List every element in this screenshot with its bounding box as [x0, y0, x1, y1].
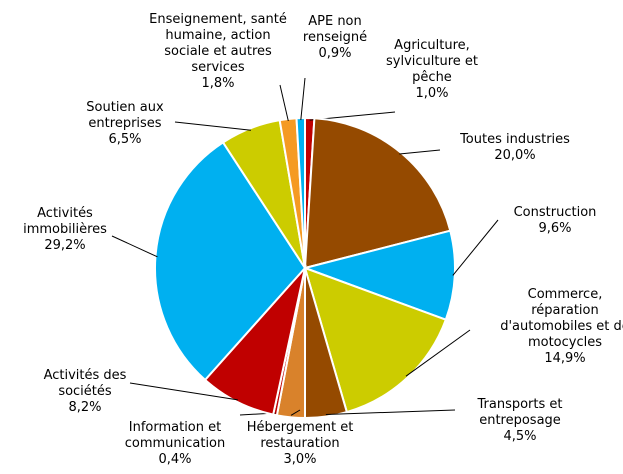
pie-slice — [301, 229, 456, 321]
category-label: Transports et entreposage — [477, 397, 563, 428]
category-label: Construction — [513, 205, 597, 220]
leader-line — [290, 409, 301, 416]
value-label: 8,2% — [68, 400, 102, 415]
category-label: Activités immobilières — [23, 206, 107, 237]
category-label: Soutien aux entreprises — [86, 100, 164, 131]
slice-label: Commerce, réparation d'automobiles et de… — [500, 287, 623, 367]
pie-slice — [154, 140, 307, 382]
pie-slice — [303, 266, 448, 414]
leader-line — [325, 409, 456, 416]
leader-line — [111, 235, 158, 258]
slice-label: Enseignement, santé humaine, action soci… — [148, 12, 288, 92]
slice-label: Transports et entreposage 4,5% — [455, 397, 585, 445]
value-label: 0,9% — [318, 46, 352, 61]
pie-slice — [303, 117, 452, 270]
leader-line — [174, 121, 252, 131]
value-label: 9,6% — [538, 221, 572, 236]
value-label: 29,2% — [44, 238, 86, 253]
value-label: 1,8% — [201, 76, 235, 91]
slice-label: APE non renseigné 0,9% — [285, 14, 385, 62]
category-label: Agriculture, sylviculture et pêche — [385, 38, 478, 85]
slice-label: Activités immobilières 29,2% — [5, 206, 125, 254]
category-label: Activités des sociétés — [43, 368, 127, 399]
slice-label: Toutes industries 20,0% — [440, 132, 590, 164]
slice-label: Hébergement et restauration 3,0% — [235, 420, 365, 468]
slice-label: Construction 9,6% — [495, 205, 615, 237]
value-label: 14,9% — [544, 351, 586, 366]
category-label: Toutes industries — [460, 132, 570, 147]
slice-label: Soutien aux entreprises 6,5% — [65, 100, 185, 148]
leader-line — [405, 329, 471, 377]
leader-line — [399, 149, 441, 155]
category-label: Commerce, réparation d'automobiles et de… — [500, 287, 623, 350]
value-label: 1,0% — [415, 86, 449, 101]
leader-line — [452, 219, 499, 276]
category-label: Information et communication — [124, 420, 226, 451]
value-label: 20,0% — [494, 148, 536, 163]
value-label: 4,5% — [503, 429, 537, 444]
category-label: Hébergement et restauration — [246, 420, 354, 451]
leader-line — [129, 382, 238, 401]
slice-label: Agriculture, sylviculture et pêche 1,0% — [367, 38, 497, 102]
value-label: 0,4% — [158, 452, 192, 467]
slice-label: Activités des sociétés 8,2% — [20, 368, 150, 416]
leader-line — [300, 77, 306, 121]
slice-label: Information et communication 0,4% — [110, 420, 240, 468]
category-label: APE non renseigné — [302, 14, 368, 45]
value-label: 3,0% — [283, 452, 317, 467]
leader-line — [279, 84, 289, 122]
value-label: 6,5% — [108, 132, 142, 147]
category-label: Enseignement, santé humaine, action soci… — [149, 12, 287, 75]
